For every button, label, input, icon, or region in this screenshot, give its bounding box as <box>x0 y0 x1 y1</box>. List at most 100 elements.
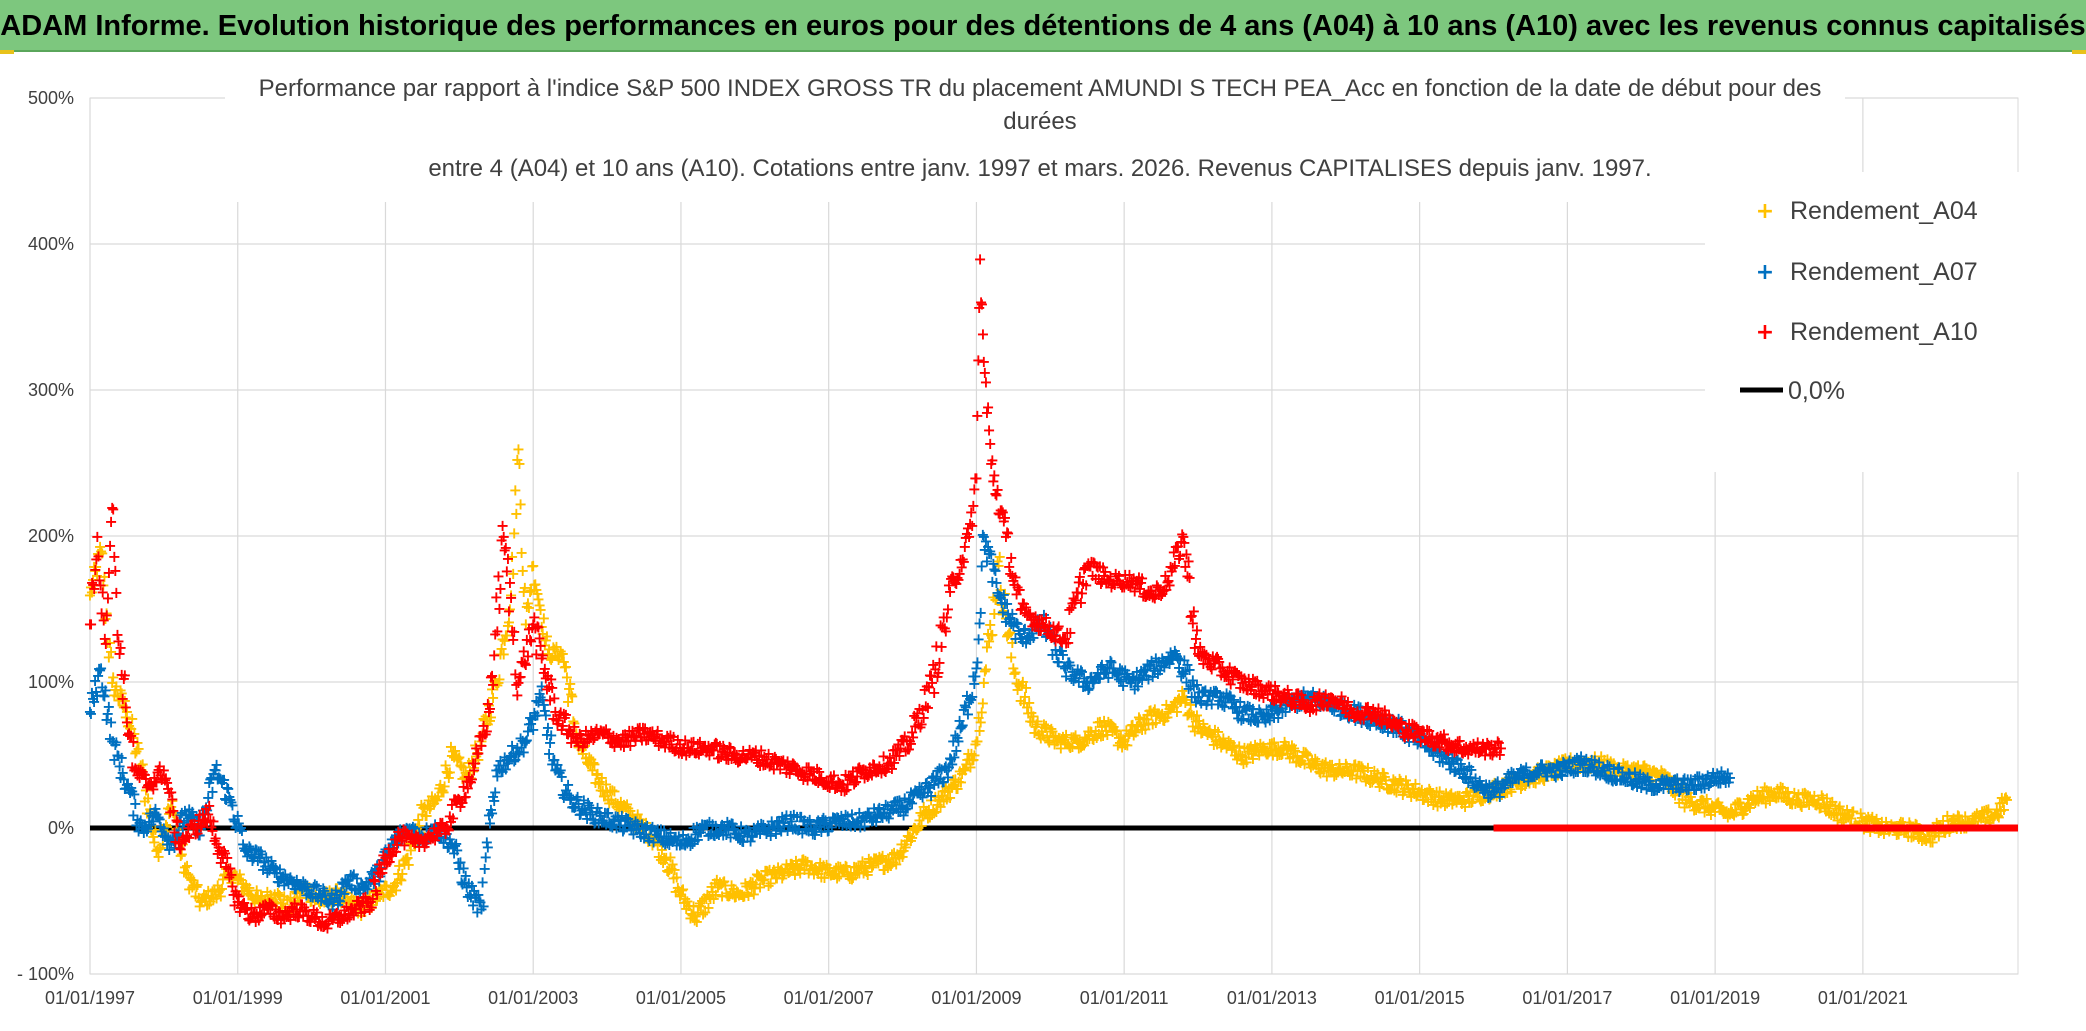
data-point: + <box>973 250 986 269</box>
data-point-cloud: + <box>100 604 113 623</box>
data-point-cloud: + <box>1001 523 1014 542</box>
data-point: + <box>527 556 540 575</box>
data-point-cloud: + <box>110 583 123 602</box>
report-banner: ADAM Informe. Evolution historique des p… <box>0 0 2086 52</box>
data-point-cloud: + <box>107 499 120 518</box>
data-point-cloud: + <box>92 544 105 563</box>
data-point: + <box>888 848 901 867</box>
data-point: + <box>194 892 207 911</box>
data-point: + <box>1302 753 1315 772</box>
data-point: + <box>933 790 946 809</box>
data-point: + <box>822 863 835 882</box>
data-point: + <box>386 877 399 896</box>
data-point: + <box>1117 731 1130 750</box>
x-tick-label: 01/01/2005 <box>636 988 726 1008</box>
data-point: + <box>1790 790 1803 809</box>
data-point: + <box>756 870 769 889</box>
data-point: + <box>733 885 746 904</box>
data-point: + <box>2000 790 2013 809</box>
data-point-cloud: + <box>1183 568 1196 587</box>
report-title: ADAM Informe. Evolution historique des p… <box>0 0 2086 52</box>
data-point-cloud: + <box>501 549 514 568</box>
data-point-cloud: + <box>84 577 97 596</box>
data-point: + <box>519 615 532 634</box>
data-point: + <box>1391 775 1404 794</box>
data-point: + <box>1095 717 1108 736</box>
data-point: + <box>312 892 325 911</box>
data-point-cloud: + <box>1005 548 1018 567</box>
data-point-cloud: + <box>113 690 126 709</box>
data-point-cloud: + <box>975 294 988 313</box>
data-point: + <box>1435 790 1448 809</box>
x-tick-label: 01/01/2007 <box>784 988 874 1008</box>
data-point-cloud: + <box>1999 787 2012 806</box>
data-point-cloud: + <box>100 605 113 624</box>
data-point-cloud: + <box>966 516 979 535</box>
data-point: + <box>357 899 370 918</box>
data-point-cloud: + <box>110 676 123 695</box>
data-point: + <box>948 775 961 794</box>
x-tick-label: 01/01/2017 <box>1522 988 1612 1008</box>
data-point-cloud: + <box>88 561 101 580</box>
data-point-cloud: + <box>508 622 521 641</box>
chart-title-line-2: durées <box>1003 108 1076 135</box>
data-point: + <box>659 848 672 867</box>
data-point: + <box>1657 768 1670 787</box>
data-point: + <box>1457 790 1470 809</box>
data-point: + <box>120 702 133 721</box>
data-point: + <box>1546 761 1559 780</box>
data-point: + <box>224 863 237 882</box>
data-point: + <box>342 892 355 911</box>
data-point: + <box>1346 761 1359 780</box>
data-point: + <box>1280 739 1293 758</box>
data-point-cloud: + <box>969 468 982 487</box>
data-point: + <box>1177 688 1190 707</box>
data-point-cloud: + <box>127 732 140 751</box>
data-point-cloud: + <box>104 642 117 661</box>
data-point: + <box>1568 753 1581 772</box>
data-point: + <box>268 885 281 904</box>
legend-label-a10: Rendement_A10 <box>1790 318 1978 346</box>
data-point-cloud: + <box>525 557 538 576</box>
data-point: + <box>1162 702 1175 721</box>
y-axis-ticks: - 100%0%100%200%300%400%500% <box>17 88 74 984</box>
data-point-cloud: + <box>111 686 124 705</box>
data-point-cloud: + <box>107 668 120 687</box>
y-tick-label: 200% <box>28 526 74 546</box>
data-point: + <box>1679 790 1692 809</box>
data-point: + <box>105 673 118 692</box>
data-point-cloud: + <box>477 896 490 915</box>
data-point: + <box>586 761 599 780</box>
data-point: + <box>1191 717 1204 736</box>
data-point-cloud: + <box>86 570 99 589</box>
data-point: + <box>94 542 107 561</box>
data-point: + <box>1007 658 1020 677</box>
data-point-cloud: + <box>986 625 999 644</box>
data-point: + <box>238 877 251 896</box>
y-tick-label: 400% <box>28 234 74 254</box>
data-point-cloud: + <box>98 567 111 586</box>
x-tick-label: 01/01/2003 <box>488 988 578 1008</box>
data-point: + <box>615 797 628 816</box>
data-point: + <box>1051 731 1064 750</box>
data-point: + <box>970 731 983 750</box>
data-point: + <box>416 804 429 823</box>
data-point: + <box>778 863 791 882</box>
data-point-cloud: + <box>1187 601 1200 620</box>
data-point-cloud: + <box>115 684 128 703</box>
data-point: + <box>1369 768 1382 787</box>
legend-marker-a10: + <box>1756 320 1774 345</box>
x-tick-label: 01/01/2013 <box>1227 988 1317 1008</box>
y-tick-label: 500% <box>28 88 74 108</box>
data-point: + <box>460 768 473 787</box>
data-point-cloud: + <box>991 480 1004 499</box>
data-point-cloud: + <box>108 686 121 705</box>
data-point: + <box>150 841 163 860</box>
data-point-cloud: + <box>511 686 524 705</box>
x-tick-label: 01/01/2001 <box>340 988 430 1008</box>
data-point: + <box>209 885 222 904</box>
data-point: + <box>645 826 658 845</box>
data-point: + <box>959 761 972 780</box>
data-point: + <box>556 644 569 663</box>
data-point-cloud: + <box>112 690 125 709</box>
